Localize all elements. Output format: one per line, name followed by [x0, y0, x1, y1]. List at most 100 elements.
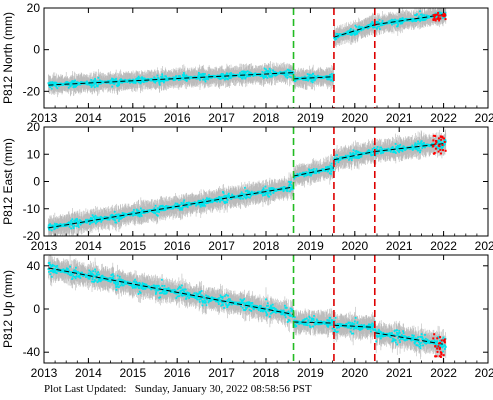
data-point: [237, 74, 240, 76]
data-point: [421, 19, 424, 22]
data-point: [294, 76, 297, 79]
data-point: [97, 220, 100, 223]
data-point: [72, 227, 75, 230]
data-point: [227, 78, 229, 81]
data-point: [141, 76, 144, 79]
error-bars-east: [48, 129, 447, 236]
data-point: [224, 76, 227, 78]
data-point: [242, 72, 245, 74]
data-point: [183, 199, 186, 202]
data-point: [118, 220, 120, 222]
data-point: [172, 79, 175, 82]
data-point: [63, 223, 66, 225]
data-point: [265, 75, 268, 77]
data-point: [328, 77, 331, 80]
data-point: [415, 20, 418, 22]
data-point: [121, 216, 123, 219]
data-point: [438, 11, 441, 13]
recent-point: [433, 16, 436, 19]
data-point: [394, 18, 396, 21]
data-point: [308, 77, 310, 79]
data-point: [179, 78, 182, 81]
data-point: [243, 75, 245, 78]
data-point: [80, 81, 83, 84]
data-point: [397, 23, 399, 26]
data-point: [117, 215, 120, 218]
data-point: [72, 84, 75, 86]
data-point: [434, 12, 437, 15]
data-point: [165, 75, 167, 78]
data-point: [143, 81, 145, 84]
data-point: [162, 81, 165, 84]
data-point: [289, 69, 292, 72]
data-point: [74, 79, 76, 82]
data-point: [118, 83, 121, 86]
data-point: [139, 82, 142, 85]
recent-point: [442, 15, 445, 18]
data-point: [166, 206, 168, 208]
data-point: [115, 81, 118, 84]
data-point: [137, 214, 139, 217]
data-point: [97, 76, 100, 79]
recent-point: [434, 19, 437, 22]
data-point: [80, 220, 82, 222]
data-point: [99, 219, 102, 222]
data-point: [307, 78, 309, 81]
data-point: [140, 212, 143, 215]
data-point: [197, 71, 200, 74]
data-point: [72, 225, 75, 228]
data-point: [353, 30, 356, 33]
data-point: [120, 78, 123, 81]
data-point: [421, 17, 423, 19]
data-point: [238, 75, 241, 78]
data-point: [176, 202, 179, 205]
data-point: [312, 72, 315, 75]
data-point: [182, 205, 185, 208]
recent-point: [439, 17, 442, 20]
data-point: [267, 73, 270, 76]
data-point: [155, 209, 158, 211]
data-point: [369, 22, 372, 25]
data-point: [174, 78, 177, 81]
data-point: [79, 223, 82, 226]
data-point: [105, 216, 108, 219]
data-point: [153, 76, 156, 79]
data-point: [246, 70, 249, 73]
y-axis-label-north: P812 North (mm): [1, 12, 15, 104]
data-point: [73, 225, 76, 227]
data-point: [203, 78, 206, 81]
data-point: [283, 72, 286, 75]
data-point: [308, 73, 311, 76]
data-point: [186, 202, 188, 204]
data-point: [52, 81, 55, 84]
data-point: [421, 14, 424, 17]
data-point: [245, 71, 248, 73]
data-point: [380, 22, 383, 25]
data-point: [55, 223, 58, 225]
data-point: [138, 215, 141, 218]
data-point: [139, 210, 141, 213]
data-point: [49, 86, 52, 88]
data-point: [124, 212, 127, 215]
data-point: [146, 209, 149, 212]
data-point: [418, 19, 421, 21]
data-point: [109, 79, 112, 82]
data-point: [181, 76, 184, 79]
data-point: [204, 80, 207, 83]
data-point: [184, 205, 187, 208]
data-point: [55, 85, 58, 88]
data-point: [53, 82, 55, 85]
data-point: [70, 83, 73, 86]
data-point: [307, 75, 310, 78]
data-point: [355, 26, 358, 28]
data-point: [159, 80, 162, 83]
data-point: [143, 209, 145, 212]
data-point: [269, 70, 272, 73]
data-point: [402, 20, 405, 23]
data-point: [163, 79, 166, 82]
data-point: [224, 78, 226, 81]
data-point: [162, 205, 164, 208]
data-point: [202, 72, 205, 75]
data-point: [308, 78, 311, 81]
recent-point: [442, 14, 445, 17]
